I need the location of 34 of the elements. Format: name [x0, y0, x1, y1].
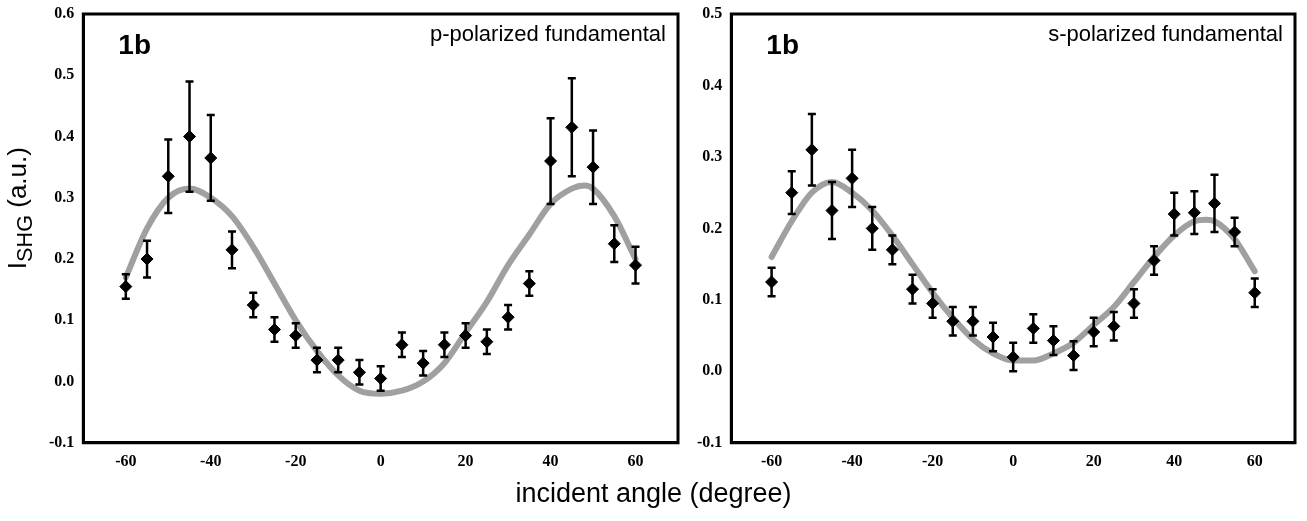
x-tick-label: -40: [841, 451, 863, 469]
x-tick-label: 0: [1009, 451, 1018, 469]
x-tick-label: -20: [285, 451, 307, 469]
annotation: p-polarized fundamental: [429, 21, 666, 47]
x-tick-label: -60: [115, 451, 137, 469]
y-tick-label: 0.1: [54, 310, 75, 328]
annotation: 1b: [766, 28, 800, 60]
y-tick-label: -0.1: [697, 432, 723, 450]
annotation: 1b: [118, 28, 152, 60]
x-tick-label: 40: [542, 451, 559, 469]
y-tick-label: 0.2: [702, 218, 723, 236]
x-tick-label: 60: [627, 451, 644, 469]
y-tick-label: 0.4: [702, 75, 723, 93]
x-tick-label: 40: [1166, 451, 1183, 469]
y-tick-label: 0.5: [702, 4, 723, 22]
y-tick-label: 0.3: [702, 147, 723, 165]
x-tick-label: 0: [376, 451, 385, 469]
x-tick-label: -40: [200, 451, 222, 469]
y-tick-label: 0.3: [54, 187, 75, 205]
y-tick-label: 0.1: [702, 290, 723, 308]
y-tick-label: -0.1: [49, 432, 75, 450]
x-tick-label: 20: [1085, 451, 1102, 469]
y-tick-label: 0.0: [702, 361, 723, 379]
x-tick-label: 60: [1246, 451, 1263, 469]
y-tick-label: 0.4: [54, 126, 75, 144]
y-tick-label: 0.6: [54, 4, 75, 22]
annotation: s-polarized fundamental: [1048, 21, 1283, 47]
x-tick-label: -60: [760, 451, 783, 469]
y-tick-label: 0.0: [54, 371, 75, 389]
x-tick-label: -20: [921, 451, 944, 469]
x-axis-title: incident angle (degree): [514, 478, 793, 509]
y-tick-label: 0.5: [54, 65, 75, 83]
x-tick-label: 20: [457, 451, 474, 469]
y-tick-label: 0.2: [54, 249, 75, 267]
